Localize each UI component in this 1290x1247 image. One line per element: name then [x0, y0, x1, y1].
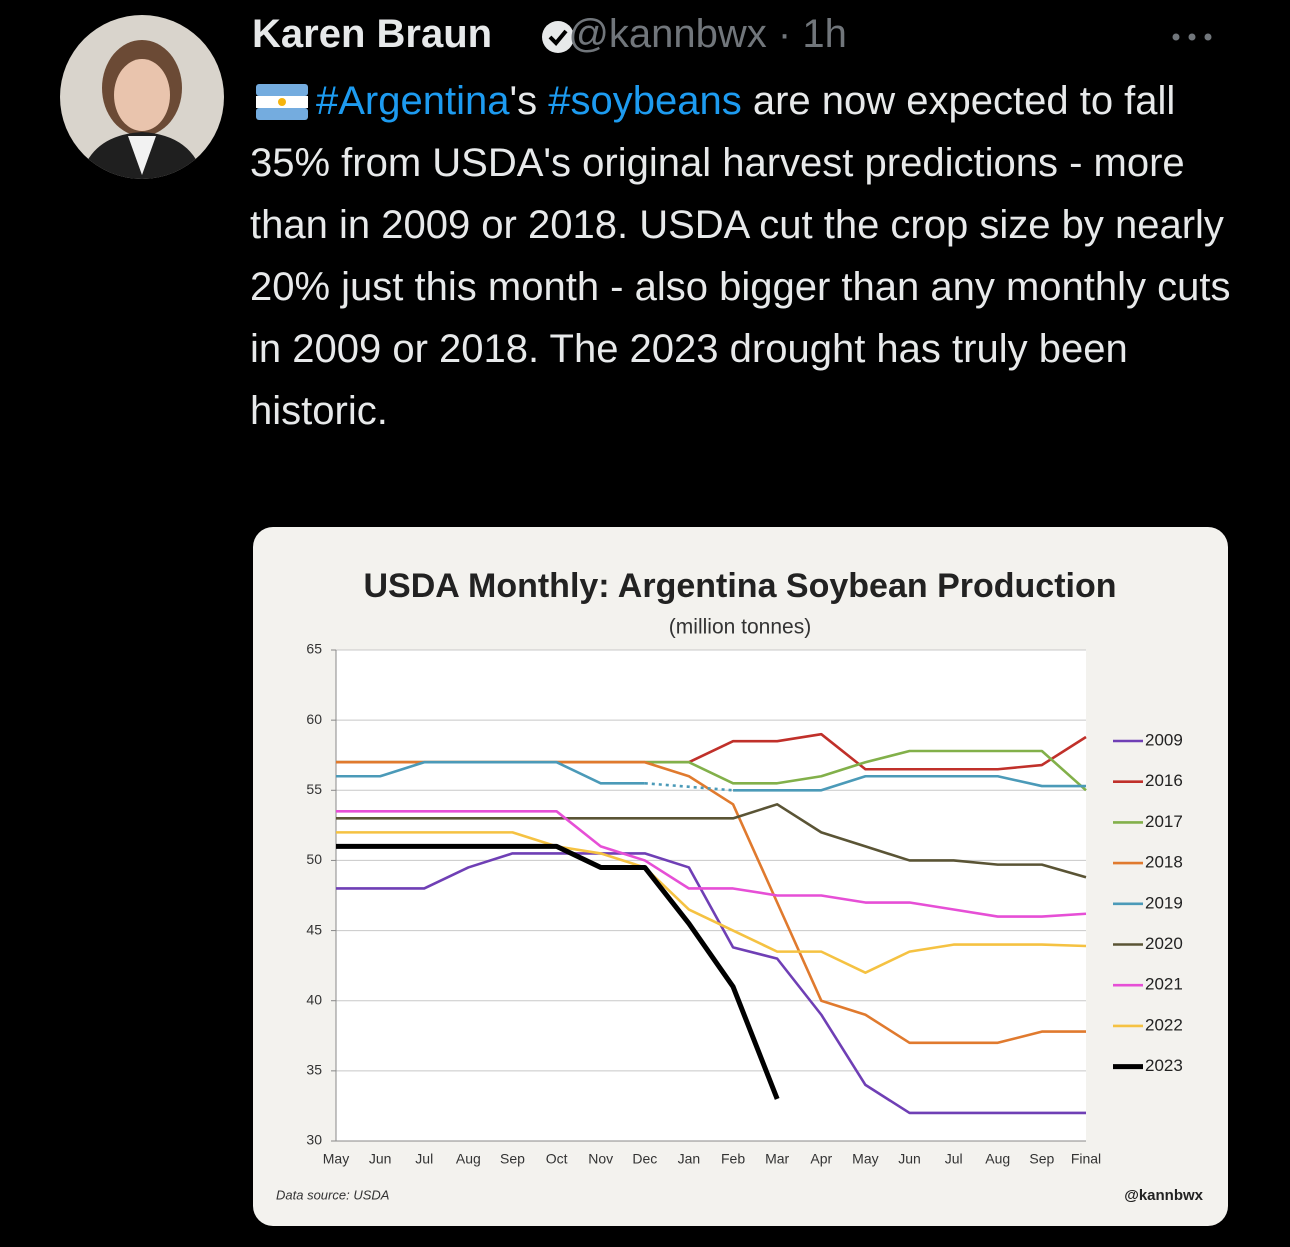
- x-tick-label: Jul: [945, 1151, 963, 1167]
- gap-bridge: [644, 781, 734, 792]
- avatar[interactable]: [60, 15, 224, 180]
- x-tick-label: Feb: [721, 1151, 745, 1167]
- y-tick-label: 40: [306, 991, 322, 1007]
- x-tick-label: May: [323, 1151, 349, 1167]
- series-line: [336, 760, 645, 785]
- y-tick-label: 30: [306, 1132, 322, 1148]
- legend-label: 2021: [1145, 975, 1183, 994]
- x-tick-label: Oct: [546, 1151, 568, 1167]
- legend-label: 2023: [1145, 1056, 1183, 1075]
- y-tick-label: 45: [306, 921, 322, 937]
- y-tick-label: 50: [306, 851, 322, 867]
- legend-label: 2018: [1145, 853, 1183, 872]
- x-tick-label: Sep: [1029, 1151, 1054, 1167]
- x-tick-label: Jun: [898, 1151, 921, 1167]
- chart-title: USDA Monthly: Argentina Soybean Producti…: [363, 567, 1116, 605]
- credit: @kannbwx: [1124, 1187, 1203, 1204]
- verified-badge: [542, 21, 574, 53]
- legend-label: 2017: [1145, 812, 1183, 831]
- x-tick-label: Jan: [678, 1151, 701, 1167]
- legend-label: 2019: [1145, 893, 1183, 912]
- y-tick-label: 60: [306, 711, 322, 727]
- x-tick-label: Aug: [456, 1151, 481, 1167]
- text: are now expected to fall 35% from USDA's…: [250, 79, 1231, 433]
- tweet-header: Karen Braun @kannbwx · 1h: [252, 12, 847, 57]
- series-line: [336, 843, 780, 1100]
- plot-area: [336, 650, 1086, 1141]
- source-note: Data source: USDA: [276, 1187, 389, 1202]
- x-tick-label: Nov: [588, 1151, 613, 1167]
- series-line: [733, 774, 1086, 792]
- x-tick-label: Mar: [765, 1151, 789, 1167]
- chart-subtitle: (million tonnes): [669, 616, 811, 639]
- x-tick-label: Aug: [985, 1151, 1010, 1167]
- series-line: [336, 831, 1087, 974]
- author-handle[interactable]: @kannbwx: [568, 12, 767, 56]
- chart: USDA Monthly: Argentina Soybean Producti…: [276, 567, 1204, 1204]
- tweet-text: #Argentina's #soybeans are now expected …: [250, 70, 1240, 442]
- x-tick-label: Apr: [810, 1151, 832, 1167]
- flag-emoji: [256, 84, 308, 120]
- legend-label: 2009: [1145, 730, 1183, 749]
- text: 's: [509, 79, 549, 123]
- y-tick-label: 35: [306, 1062, 322, 1078]
- legend-label: 2020: [1145, 934, 1183, 953]
- timestamp[interactable]: 1h: [802, 12, 847, 56]
- series-line: [336, 803, 1087, 879]
- x-tick-label: Jul: [415, 1151, 433, 1167]
- x-tick-label: Dec: [632, 1151, 657, 1167]
- series-line: [336, 810, 1087, 918]
- author-name[interactable]: Karen Braun: [252, 12, 493, 56]
- hashtag[interactable]: #soybeans: [548, 79, 742, 123]
- x-tick-label: Sep: [500, 1151, 525, 1167]
- more-button[interactable]: [1172, 33, 1212, 41]
- x-tick-label: May: [852, 1151, 878, 1167]
- y-tick-label: 65: [306, 641, 322, 657]
- legend-label: 2016: [1145, 771, 1183, 790]
- series-line: [336, 852, 1086, 1115]
- separator: ·: [766, 12, 803, 56]
- x-tick-label: Jun: [369, 1151, 392, 1167]
- legend-label: 2022: [1145, 1015, 1183, 1034]
- hashtag[interactable]: #Argentina: [316, 79, 510, 123]
- y-tick-label: 55: [306, 781, 322, 797]
- x-tick-label: Final: [1071, 1151, 1101, 1167]
